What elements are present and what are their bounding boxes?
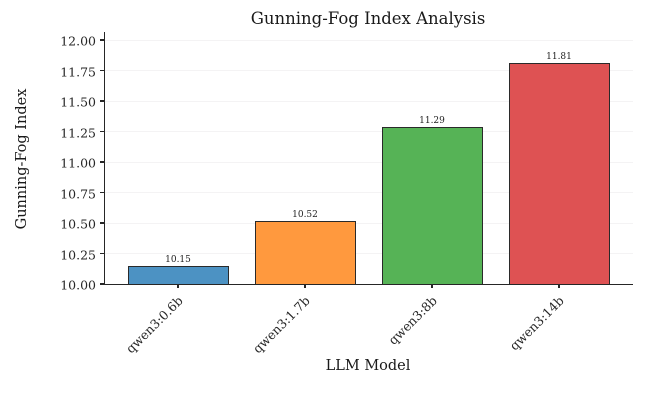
y-tick-label: 12.00 xyxy=(60,33,96,49)
chart-title: Gunning-Fog Index Analysis xyxy=(250,9,486,28)
gridline xyxy=(105,161,633,163)
gridline xyxy=(105,39,633,41)
gridline xyxy=(105,100,633,102)
y-tick-mark xyxy=(99,252,104,255)
y-tick-label: 10.50 xyxy=(60,216,96,232)
y-tick-mark xyxy=(99,283,104,285)
gridline xyxy=(105,253,633,254)
y-tick-label: 11.25 xyxy=(60,125,96,140)
x-tick-label: qwen3:14b xyxy=(506,293,567,354)
bar-qwen3:8b xyxy=(381,126,483,284)
x-tick-label: qwen3:8b xyxy=(384,293,440,348)
y-tick-mark xyxy=(99,161,104,163)
x-tick-mark xyxy=(177,284,179,288)
bar-qwen3:14b xyxy=(508,63,610,284)
y-tick-label: 10.00 xyxy=(60,277,96,293)
y-axis-label: Gunning-Fog Index xyxy=(14,88,30,230)
y-tick-label: 11.00 xyxy=(60,155,96,171)
y-tick-mark xyxy=(99,100,104,102)
gridline xyxy=(105,222,633,224)
gridline xyxy=(105,70,633,71)
x-tick-mark xyxy=(304,284,306,288)
gridline xyxy=(105,192,633,193)
y-tick-label: 10.75 xyxy=(60,186,96,201)
bar-value-label: 11.29 xyxy=(419,115,445,126)
y-tick-mark xyxy=(99,39,104,41)
x-tick-mark xyxy=(558,284,560,288)
y-tick-label: 11.75 xyxy=(60,64,96,79)
y-tick-label: 10.25 xyxy=(60,247,96,262)
x-axis-label: LLM Model xyxy=(325,358,411,374)
y-tick-mark xyxy=(99,191,104,194)
bar-value-label: 10.15 xyxy=(165,254,191,265)
y-tick-mark xyxy=(99,130,104,133)
y-tick-mark xyxy=(99,222,104,224)
x-tick-label: qwen3:0.6b xyxy=(122,293,186,357)
y-tick-label: 11.50 xyxy=(60,94,96,110)
bar-value-label: 10.52 xyxy=(292,209,318,220)
bar-qwen3:0.6b xyxy=(127,265,229,284)
plot-area: 10.00 10.25 10.50 10.75 11.00 11.25 11.50 11.75… xyxy=(60,32,633,356)
bar-value-label: 11.81 xyxy=(546,52,572,63)
x-tick-label: qwen3:1.7b xyxy=(249,293,313,357)
gridline xyxy=(105,131,633,132)
x-tick-mark xyxy=(431,284,433,288)
y-tick-mark xyxy=(99,69,104,72)
bar-qwen3:1.7b xyxy=(254,220,356,284)
